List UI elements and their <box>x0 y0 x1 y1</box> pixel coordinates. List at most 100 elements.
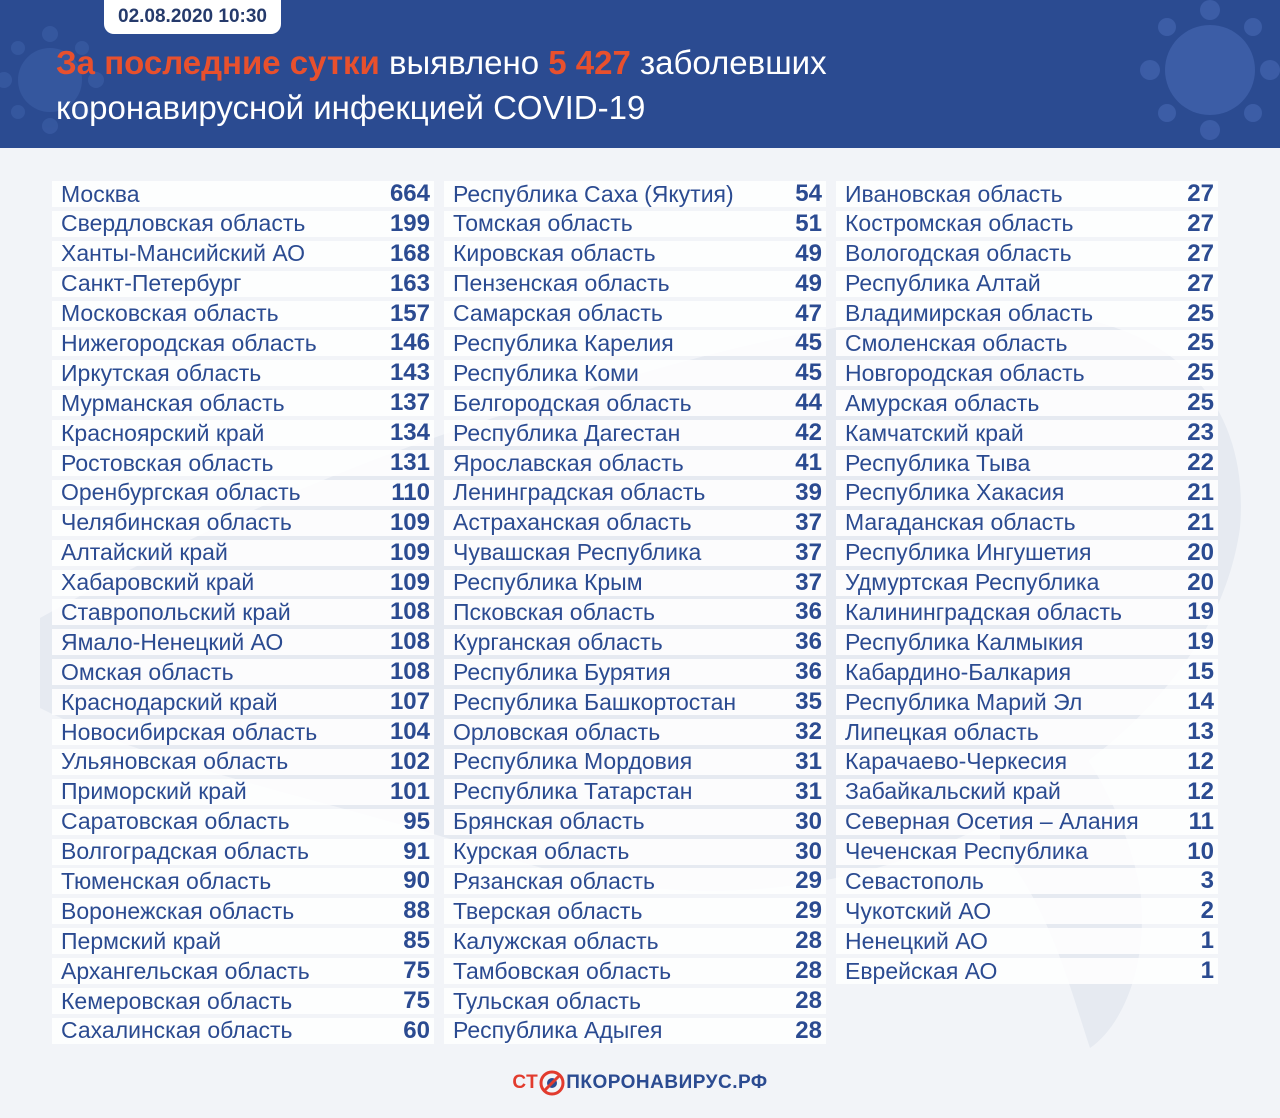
table-row: Красноярский край 134 <box>52 419 434 447</box>
region-name: Астраханская область <box>453 509 692 536</box>
footer-logo: СТ ПКОРОНАВИРУС.РФ <box>0 1068 1280 1098</box>
region-name: Курганская область <box>453 628 663 655</box>
table-row: Краснодарский край 107 <box>52 688 434 716</box>
table-row: Приморский край 101 <box>52 778 434 805</box>
table-row: Самарская область 47 <box>444 300 826 327</box>
case-count: 108 <box>389 628 430 656</box>
region-name: Новгородская область <box>845 359 1085 386</box>
case-count: 88 <box>403 897 430 925</box>
table-row: Республика Мордовия 31 <box>444 748 826 775</box>
region-name: Кировская область <box>453 240 656 267</box>
case-count: 146 <box>389 329 430 357</box>
region-name: Республика Адыгея <box>453 1017 663 1044</box>
region-name: Чеченская Республика <box>845 838 1089 865</box>
region-name: Севастополь <box>845 867 984 894</box>
table-row: Республика Хакасия 21 <box>836 479 1218 506</box>
virus-decoration-icon <box>1140 0 1280 140</box>
case-count: 54 <box>795 180 822 207</box>
case-count: 25 <box>1187 299 1214 327</box>
region-name: Ямало-Ненецкий АО <box>61 628 284 655</box>
case-count: 12 <box>1187 747 1214 775</box>
table-row: Мурманская область 137 <box>52 389 434 417</box>
case-count: 131 <box>389 449 430 477</box>
case-count: 30 <box>795 837 822 865</box>
case-count: 109 <box>389 568 430 596</box>
table-row: Магаданская область 21 <box>836 508 1218 536</box>
regions-column-1: Москва 664 Свердловская область 199 Ханты-Ма… <box>52 180 434 1048</box>
case-count: 36 <box>795 628 822 656</box>
table-row: Саратовская область 95 <box>52 807 434 835</box>
region-name: Самарская область <box>453 300 663 327</box>
table-row: Пензенская область 49 <box>444 270 826 297</box>
table-row: Республика Калмыкия 19 <box>836 628 1218 656</box>
table-row: Вологодская область 27 <box>836 240 1218 267</box>
table-row: Нижегородская область 146 <box>52 329 434 357</box>
virus-decoration-icon <box>0 26 104 134</box>
region-name: Республика Саха (Якутия) <box>453 180 734 207</box>
case-count: 13 <box>1187 718 1214 746</box>
table-row: Забайкальский край 12 <box>836 778 1218 805</box>
case-count: 137 <box>389 389 430 417</box>
case-count: 21 <box>1187 508 1214 536</box>
header-banner: 02.08.2020 10:30 За последние сутки выяв… <box>0 0 1280 148</box>
case-count: 27 <box>1187 209 1214 237</box>
regions-column-2: Республика Саха (Якутия) 54 Томская област… <box>444 180 826 1048</box>
region-name: Республика Мордовия <box>453 748 693 775</box>
region-name: Санкт-Петербург <box>61 270 242 297</box>
region-name: Тверская область <box>453 897 643 924</box>
region-name: Курская область <box>453 838 630 865</box>
table-row: Свердловская область 199 <box>52 210 434 237</box>
table-row: Северная Осетия – Алания 11 <box>836 808 1218 835</box>
region-name: Челябинская область <box>61 509 292 536</box>
case-count: 36 <box>795 658 822 686</box>
case-count: 19 <box>1187 628 1214 656</box>
table-row: Ненецкий АО 1 <box>836 927 1218 955</box>
case-count: 45 <box>795 329 822 357</box>
case-count: 95 <box>403 807 430 835</box>
table-row: Республика Крым 37 <box>444 569 826 596</box>
region-name: Республика Дагестан <box>453 419 681 446</box>
region-name: Тамбовская область <box>453 957 672 984</box>
region-name: Северная Осетия – Алания <box>845 808 1139 835</box>
case-count: 22 <box>1187 449 1214 477</box>
region-name: Волгоградская область <box>61 838 309 865</box>
regions-column-3: Ивановская область 27 Костромская область 2… <box>836 180 1218 988</box>
region-name: Московская область <box>61 300 279 327</box>
table-row: Москва 664 <box>52 180 434 207</box>
table-row: Ивановская область 27 <box>836 180 1218 207</box>
table-row: Челябинская область 109 <box>52 509 434 536</box>
table-row: Владимирская область 25 <box>836 299 1218 327</box>
table-row: Кемеровская область 75 <box>52 987 434 1015</box>
region-name: Магаданская область <box>845 509 1076 536</box>
table-row: Республика Марий Эл 14 <box>836 688 1218 716</box>
region-name: Ставропольский край <box>61 598 291 625</box>
table-row: Ульяновская область 102 <box>52 748 434 775</box>
table-row: Ленинградская область 39 <box>444 479 826 506</box>
region-name: Республика Калмыкия <box>845 628 1084 655</box>
case-count: 49 <box>795 239 822 267</box>
table-row: Новосибирская область 104 <box>52 718 434 746</box>
table-row: Белгородская область 44 <box>444 389 826 417</box>
logo-text-end: ПКОРОНАВИРУС.РФ <box>566 1072 768 1093</box>
table-row: Чувашская Республика 37 <box>444 538 826 566</box>
case-count: 168 <box>389 239 430 267</box>
region-name: Вологодская область <box>845 240 1072 267</box>
case-count: 143 <box>389 359 430 387</box>
case-count: 51 <box>795 209 822 237</box>
table-row: Республика Дагестан 42 <box>444 419 826 447</box>
region-name: Республика Карелия <box>453 329 674 356</box>
case-count: 75 <box>403 957 430 985</box>
table-row: Республика Карелия 45 <box>444 329 826 357</box>
table-row: Костромская область 27 <box>836 209 1218 237</box>
region-name: Рязанская область <box>453 867 655 894</box>
case-count: 110 <box>391 478 430 506</box>
case-count: 37 <box>795 538 822 566</box>
case-count: 10 <box>1187 837 1214 865</box>
region-name: Республика Марий Эл <box>845 688 1083 715</box>
table-row: Ярославская область 41 <box>444 449 826 477</box>
region-name: Тульская область <box>453 987 642 1014</box>
case-count: 35 <box>795 688 822 716</box>
region-name: Свердловская область <box>61 210 306 237</box>
virus-stop-icon <box>539 1070 565 1096</box>
region-name: Смоленская область <box>845 329 1068 356</box>
